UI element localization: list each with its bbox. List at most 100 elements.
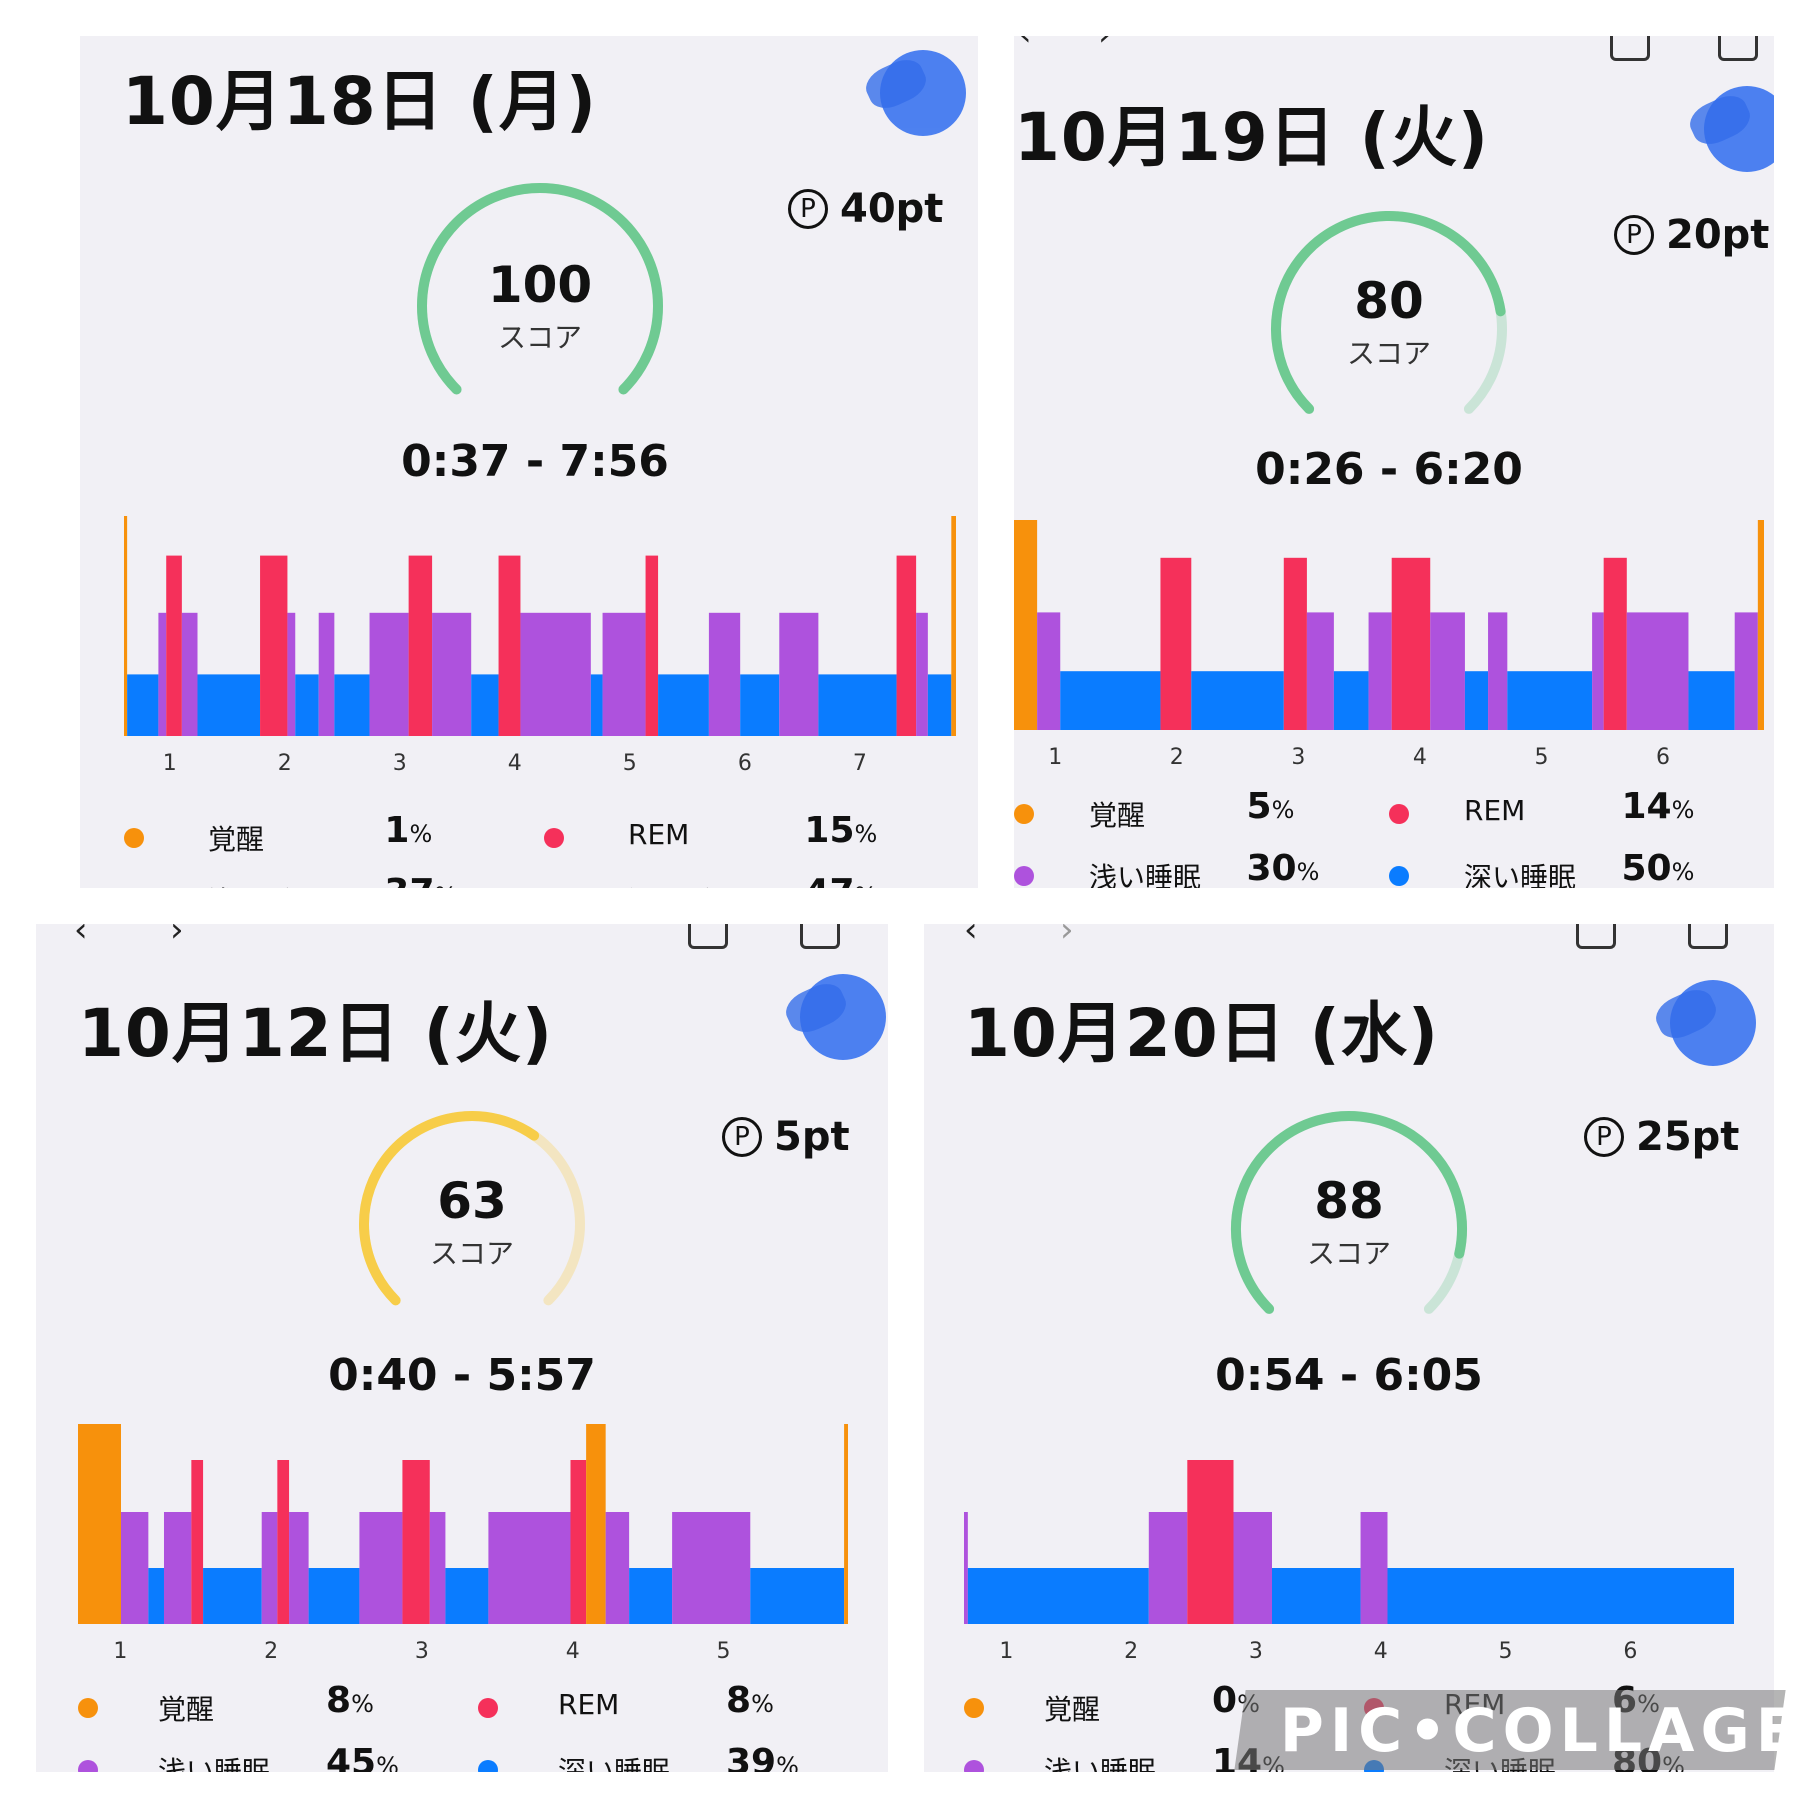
prev-day-icon[interactable]: ‹ [1018, 36, 1032, 54]
points-badge: P 40pt [788, 186, 943, 232]
legend-percent: 1% [384, 810, 433, 851]
hour-tick-label: 4 [1413, 745, 1427, 770]
rem-segment [260, 555, 288, 736]
light-dot-icon [78, 1760, 98, 1772]
rem-segment [166, 555, 182, 736]
score-ring-fill [359, 1111, 540, 1306]
deep-dot-icon [1389, 866, 1409, 886]
score-ring-fill [417, 183, 663, 395]
hour-tick-label: 3 [415, 1639, 429, 1664]
hour-tick-label: 2 [264, 1639, 278, 1664]
calendar-icon[interactable] [1610, 36, 1650, 61]
deep-sleep-segment [750, 1568, 845, 1624]
deep-sleep-segment [471, 674, 499, 736]
legend-label: 覚醒 [1044, 1693, 1101, 1726]
hour-tick-label: 2 [1170, 745, 1184, 770]
score-gauge: 88 スコア [1224, 1104, 1474, 1354]
light-dot-icon [1014, 866, 1034, 886]
legend-label: REM [558, 1688, 620, 1721]
score-gauge: 80 スコア [1264, 204, 1514, 454]
calendar-icon[interactable] [688, 924, 728, 949]
deep-sleep-segment [127, 674, 159, 736]
legend-percent: 8% [726, 1680, 774, 1721]
light-sleep-segment [287, 612, 296, 736]
legend-percent: 30% [1246, 848, 1320, 888]
rem-segment [408, 555, 433, 736]
points-value: 40pt [840, 186, 944, 232]
awake-dot-icon [964, 1698, 984, 1718]
deep-sleep-segment [658, 674, 709, 736]
avatar[interactable] [800, 974, 886, 1060]
avatar[interactable] [1670, 980, 1756, 1066]
legend-label: 深い睡眠 [628, 880, 740, 888]
share-icon[interactable] [1688, 924, 1728, 949]
prev-day-icon[interactable]: ‹ [74, 924, 88, 950]
hour-tick-label: 1 [999, 1639, 1013, 1664]
avatar[interactable] [1704, 86, 1774, 172]
hour-tick-label: 5 [717, 1639, 731, 1664]
rem-segment [191, 1460, 204, 1624]
rem-dot-icon [544, 828, 564, 848]
hour-tick-label: 7 [853, 751, 867, 776]
deep-sleep-segment [148, 1568, 164, 1624]
deep-sleep-segment [334, 674, 370, 736]
rem-dot-icon [478, 1698, 498, 1718]
sleep-time-range: 0:54 - 6:05 [1215, 1350, 1483, 1401]
sleep-time-range: 0:40 - 5:57 [328, 1350, 596, 1401]
watermark-text: PIC•COLLAGE [1279, 1696, 1800, 1766]
light-sleep-segment [261, 1512, 278, 1624]
light-sleep-segment [432, 612, 472, 736]
watermark: PIC•COLLAGE [1234, 1690, 1800, 1770]
light-sleep-segment [1306, 612, 1334, 730]
light-sleep-segment [1148, 1512, 1188, 1624]
sleep-legend: 覚醒 5% REM 14% 浅い睡眠 30% 深い睡眠 50% [1014, 786, 1764, 888]
light-sleep-segment [181, 612, 198, 736]
score-ring-fill [1271, 211, 1506, 414]
score-label: スコア [1306, 1237, 1391, 1270]
rem-segment [1391, 557, 1431, 730]
light-dot-icon [964, 1760, 984, 1772]
hour-tick-label: 3 [1291, 745, 1305, 770]
score-ring [1231, 1111, 1467, 1314]
legend-percent: 8% [326, 1680, 374, 1721]
score-ring [417, 183, 663, 395]
legend-label: 深い睡眠 [558, 1755, 671, 1772]
legend-percent: 45% [326, 1742, 399, 1772]
awake-dot-icon [124, 828, 144, 848]
avatar[interactable] [880, 50, 966, 136]
deep-sleep-segment [1688, 671, 1735, 730]
light-sleep-segment [708, 612, 741, 736]
light-sleep-segment [1360, 1512, 1388, 1624]
points-value: 20pt [1666, 212, 1770, 258]
light-sleep-segment [1233, 1512, 1272, 1624]
next-day-icon[interactable]: › [170, 924, 184, 950]
sleep-hypnogram: 1 2 3 4 5 6 [964, 1460, 1734, 1664]
panel-oct18: 10月18日 (月) P 40pt 100 スコア 0:37 - 7:56 1 2… [80, 36, 978, 888]
light-sleep-segment [120, 1512, 149, 1624]
score-value: 63 [437, 1172, 507, 1230]
page-title: 10月18日 (月) [122, 63, 597, 140]
next-day-icon[interactable]: › [1060, 924, 1074, 950]
hour-tick-label: 4 [508, 751, 522, 776]
light-sleep-segment [429, 1512, 446, 1624]
score-value: 88 [1314, 1172, 1384, 1230]
next-day-icon[interactable]: › [1098, 36, 1112, 54]
light-sleep-segment [163, 1512, 192, 1624]
prev-day-icon[interactable]: ‹ [964, 924, 978, 950]
legend-label: REM [628, 818, 690, 851]
share-icon[interactable] [800, 924, 840, 949]
sleep-hypnogram: 1 2 3 4 5 [78, 1424, 848, 1664]
points-icon: P [722, 1117, 762, 1157]
points-badge: P 5pt [722, 1114, 850, 1160]
points-badge: P 20pt [1614, 212, 1769, 258]
points-value: 25pt [1636, 1114, 1740, 1160]
share-icon[interactable] [1718, 36, 1758, 61]
rem-segment [645, 555, 659, 736]
legend-label: REM [1464, 794, 1526, 827]
awake-dot-icon [1014, 804, 1034, 824]
score-label: スコア [429, 1237, 514, 1270]
calendar-icon[interactable] [1576, 924, 1616, 949]
deep-sleep-segment [818, 674, 897, 736]
legend-percent: 15% [804, 810, 878, 851]
light-sleep-segment [1037, 612, 1061, 730]
